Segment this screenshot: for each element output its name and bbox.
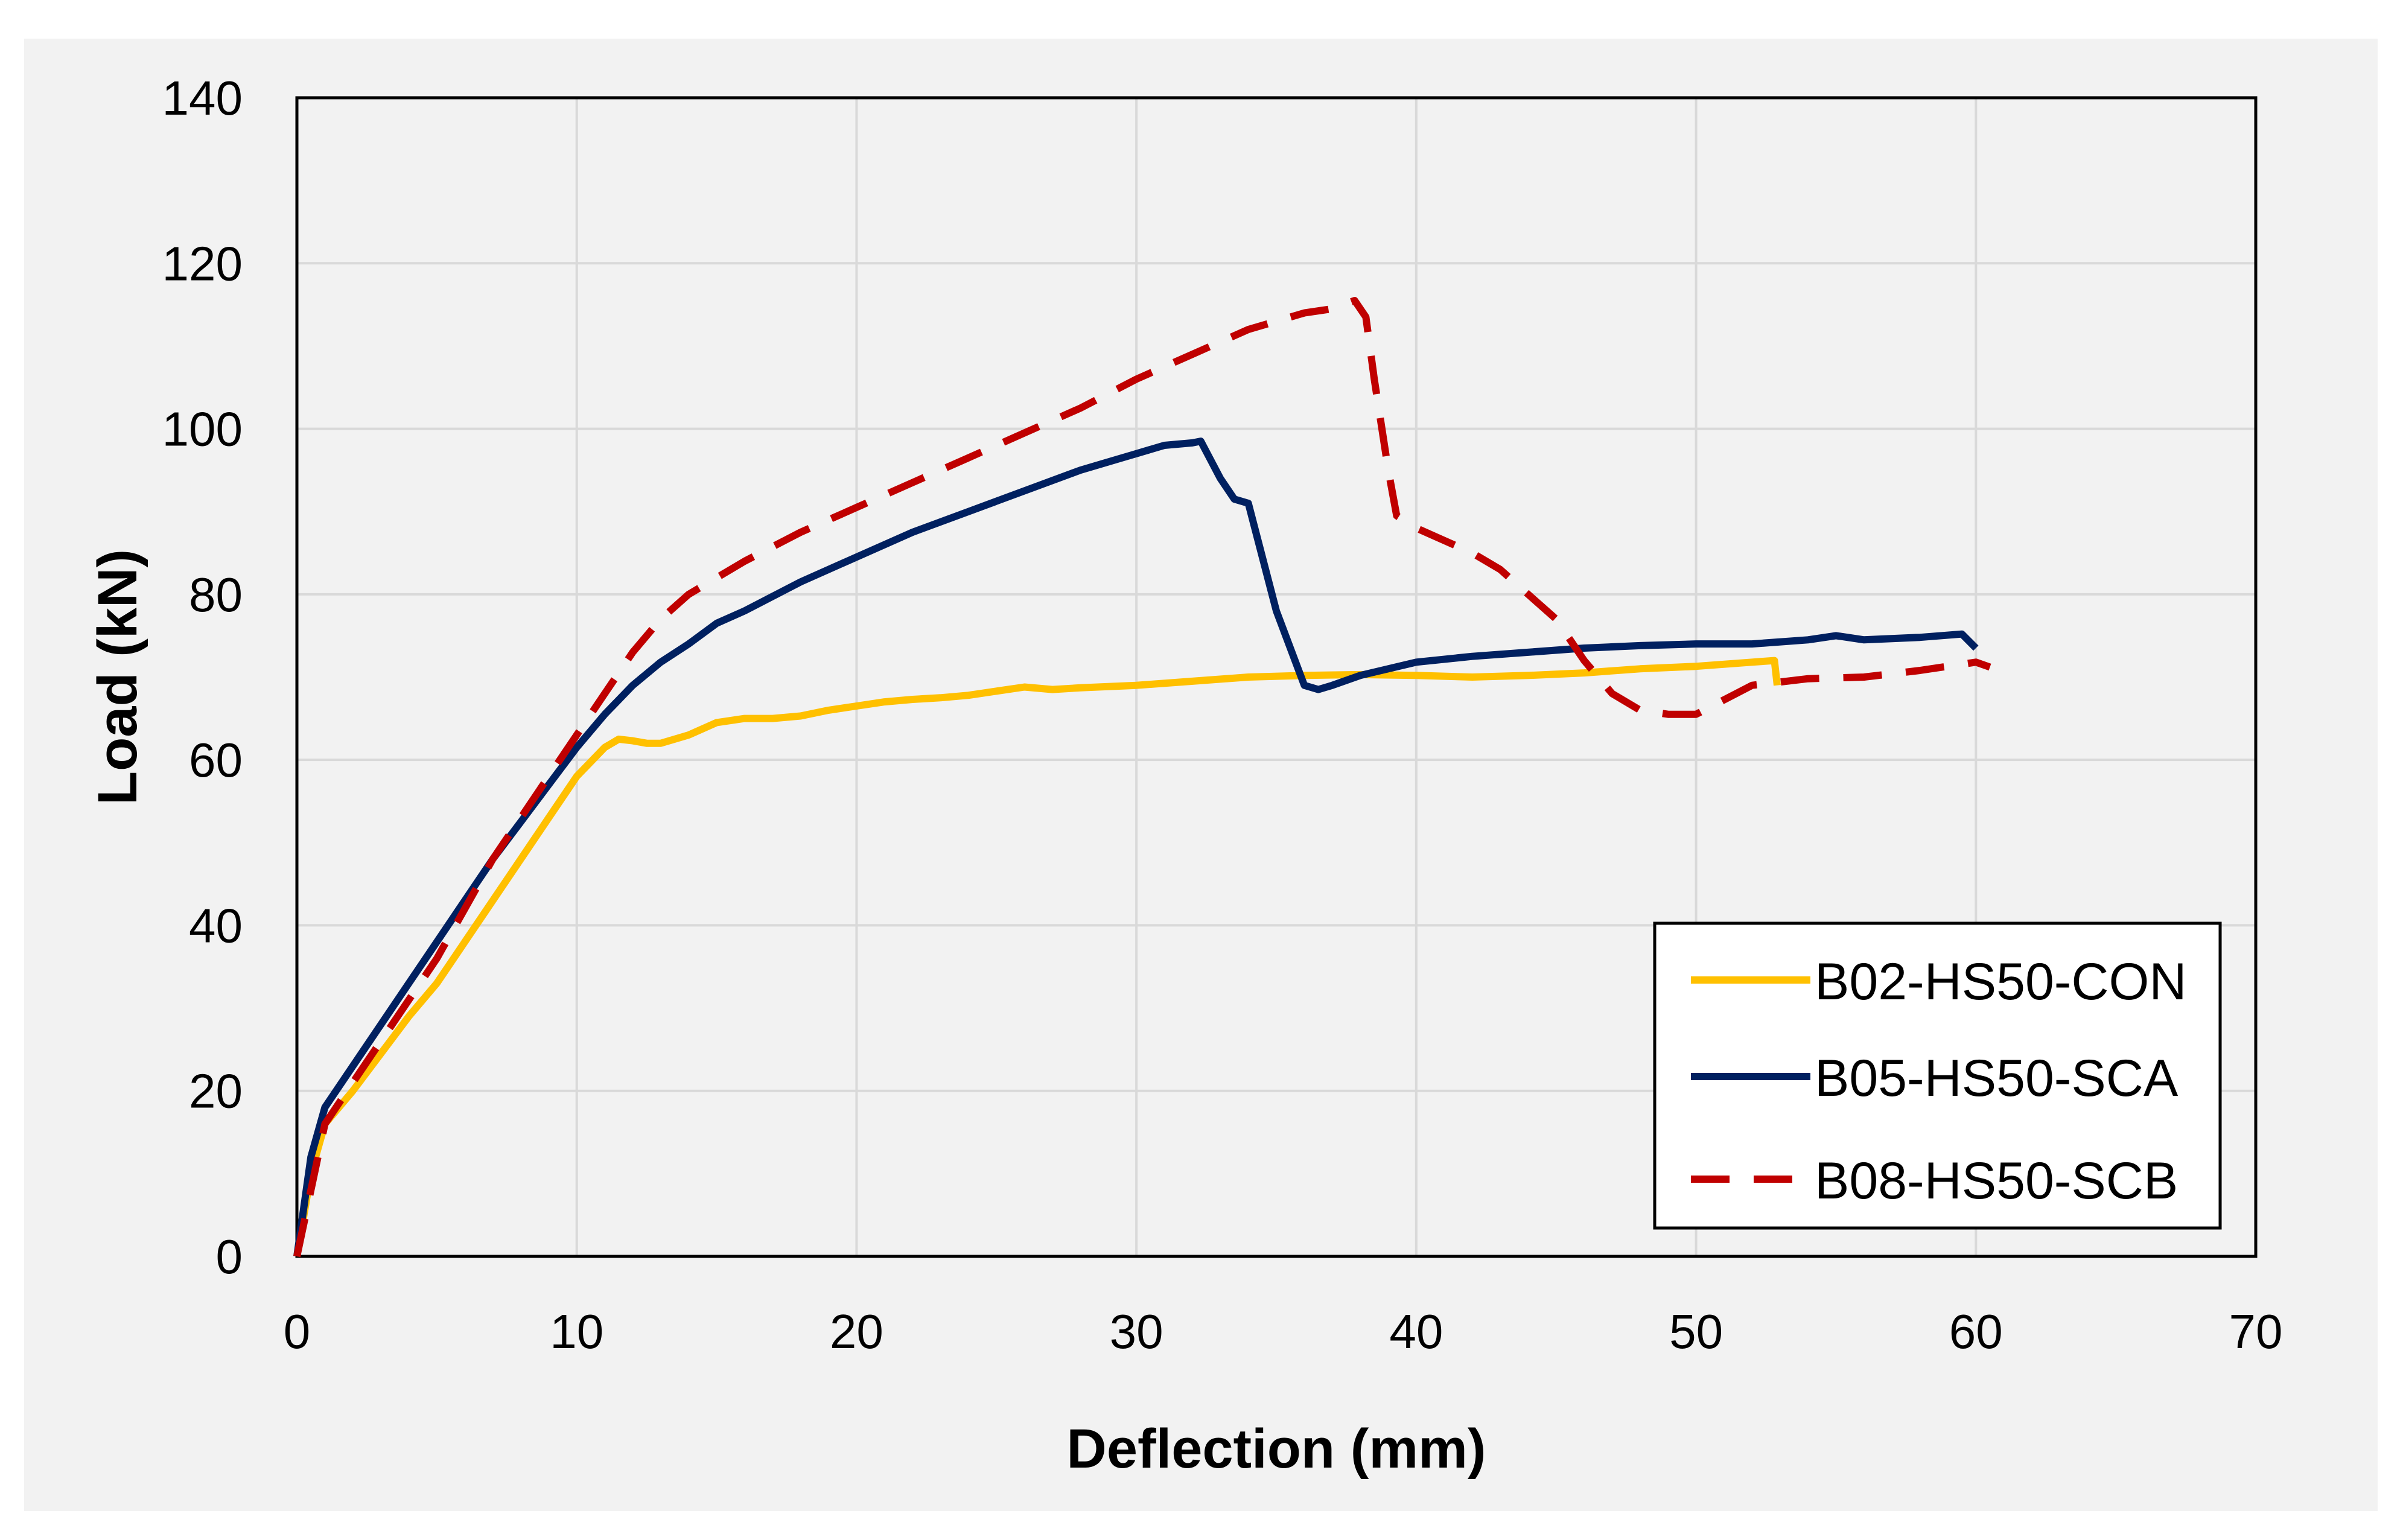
x-tick-label: 70 (2229, 1305, 2283, 1358)
legend-label-scb: B08-HS50-SCB (1815, 1152, 2178, 1210)
x-tick-label: 40 (1389, 1305, 1443, 1358)
legend-label-sca: B05-HS50-SCA (1815, 1049, 2179, 1107)
y-tick-label: 100 (162, 402, 243, 456)
y-tick-label: 40 (189, 899, 243, 952)
chart-background (24, 39, 2378, 1511)
series-lines (293, 297, 1991, 1258)
y-tick-label: 0 (216, 1230, 243, 1284)
x-tick-label: 50 (1669, 1305, 1723, 1358)
x-tick-label: 30 (1110, 1305, 1163, 1358)
y-axis-ticks: 0 20 40 60 80 100 120 140 (162, 71, 243, 1284)
x-axis-title: Deflection (mm) (1066, 1418, 1486, 1480)
x-tick-label: 0 (284, 1305, 311, 1358)
y-tick-label: 80 (189, 568, 243, 622)
y-axis-title: Load (kN) (87, 549, 148, 805)
y-tick-label: 60 (189, 733, 243, 787)
x-tick-label: 20 (830, 1305, 883, 1358)
series-line-0 (293, 657, 1781, 1258)
plot-frame (295, 96, 2258, 1258)
legend: B02-HS50-CON B05-HS50-SCA B08-HS50-SCB (1653, 921, 2222, 1230)
legend-label-con: B02-HS50-CON (1815, 953, 2187, 1011)
x-axis-ticks: 0 10 20 30 40 50 60 70 (284, 1305, 2283, 1358)
y-tick-label: 120 (162, 237, 243, 290)
y-tick-label: 140 (162, 71, 243, 125)
x-tick-label: 60 (1949, 1305, 2003, 1358)
x-tick-label: 10 (550, 1305, 603, 1358)
y-tick-label: 20 (189, 1064, 243, 1118)
series-line-2 (293, 297, 1991, 1258)
